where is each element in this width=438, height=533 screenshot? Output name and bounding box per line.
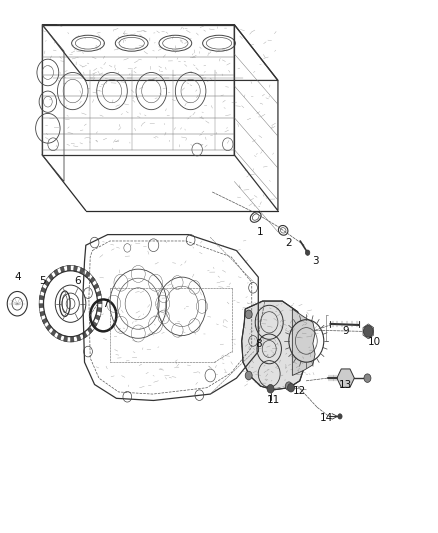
Polygon shape: [88, 327, 93, 334]
Text: 1: 1: [257, 227, 264, 237]
Polygon shape: [42, 318, 48, 324]
Circle shape: [245, 310, 252, 319]
Circle shape: [305, 250, 310, 255]
Text: 14: 14: [319, 413, 332, 423]
Text: 11: 11: [267, 395, 280, 406]
Circle shape: [364, 326, 373, 337]
Text: 3: 3: [312, 256, 318, 266]
Polygon shape: [41, 287, 46, 293]
Polygon shape: [96, 291, 101, 296]
Text: 4: 4: [15, 272, 21, 282]
Circle shape: [286, 382, 292, 390]
Polygon shape: [97, 308, 102, 312]
Circle shape: [288, 383, 294, 392]
Circle shape: [338, 414, 342, 419]
Polygon shape: [79, 268, 84, 274]
Text: 10: 10: [367, 337, 381, 347]
Polygon shape: [51, 329, 56, 336]
Polygon shape: [67, 265, 71, 271]
Polygon shape: [82, 332, 87, 338]
Polygon shape: [92, 321, 97, 328]
Polygon shape: [57, 334, 62, 340]
Polygon shape: [54, 269, 59, 276]
Polygon shape: [39, 304, 44, 308]
Polygon shape: [292, 309, 315, 375]
Polygon shape: [97, 300, 102, 304]
Polygon shape: [90, 277, 95, 283]
Text: 5: 5: [39, 276, 46, 286]
Text: 9: 9: [343, 326, 349, 336]
Polygon shape: [74, 265, 78, 272]
Text: 12: 12: [293, 386, 307, 397]
Polygon shape: [44, 280, 49, 286]
Text: 7: 7: [102, 298, 109, 309]
Polygon shape: [39, 295, 44, 300]
Polygon shape: [46, 324, 51, 331]
Polygon shape: [71, 336, 74, 342]
Text: 13: 13: [339, 379, 352, 390]
Polygon shape: [48, 274, 54, 280]
Polygon shape: [95, 314, 100, 320]
Polygon shape: [337, 369, 354, 387]
Polygon shape: [77, 335, 81, 341]
Circle shape: [267, 384, 274, 393]
Text: 8: 8: [255, 338, 261, 349]
Polygon shape: [93, 284, 99, 289]
Text: 6: 6: [74, 277, 81, 286]
Polygon shape: [60, 266, 64, 272]
Text: 2: 2: [286, 238, 292, 247]
Polygon shape: [242, 301, 304, 390]
Circle shape: [364, 374, 371, 382]
Polygon shape: [64, 336, 67, 342]
Circle shape: [245, 371, 252, 379]
Polygon shape: [40, 311, 45, 317]
Polygon shape: [85, 271, 90, 278]
